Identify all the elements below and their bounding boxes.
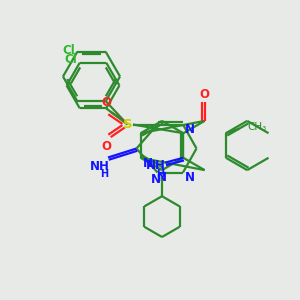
Text: H: H bbox=[156, 169, 164, 179]
Text: S: S bbox=[123, 118, 132, 131]
Text: NH: NH bbox=[146, 159, 166, 172]
Text: O: O bbox=[200, 88, 210, 101]
Text: N: N bbox=[185, 123, 195, 136]
Text: O: O bbox=[101, 96, 112, 109]
Text: Cl: Cl bbox=[64, 53, 77, 66]
Text: CH₃: CH₃ bbox=[247, 122, 266, 132]
Text: N: N bbox=[151, 172, 161, 186]
Text: N: N bbox=[184, 171, 195, 184]
Text: H: H bbox=[100, 169, 108, 179]
Text: Cl: Cl bbox=[62, 44, 75, 57]
Text: NH: NH bbox=[90, 160, 110, 173]
Text: N: N bbox=[157, 171, 167, 184]
Text: O: O bbox=[101, 140, 112, 153]
Text: N: N bbox=[143, 157, 153, 170]
